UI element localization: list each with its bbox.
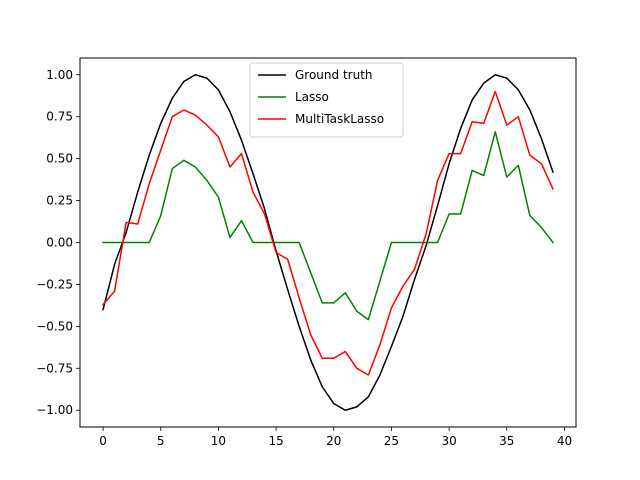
legend-label: MultiTaskLasso: [295, 112, 384, 126]
legend: Ground truth Lasso MultiTaskLasso: [249, 62, 404, 138]
y-tick-label: −1.00: [36, 403, 73, 417]
x-tick-label: 40: [557, 434, 572, 448]
x-tick-label: 5: [157, 434, 165, 448]
x-axis: 0 5 10 15 20 25 30 35 40: [99, 427, 572, 448]
series-line-multitasklasso: [102, 90, 554, 376]
y-tick-label: 0.50: [46, 152, 73, 166]
y-tick-label: −0.25: [36, 277, 73, 291]
x-tick-label: 25: [384, 434, 399, 448]
legend-label: Lasso: [295, 90, 329, 104]
y-tick-label: 1.00: [46, 68, 73, 82]
x-tick-label: 30: [441, 434, 456, 448]
y-tick-label: 0.00: [46, 236, 73, 250]
x-tick-label: 15: [268, 434, 283, 448]
legend-label: Ground truth: [295, 68, 373, 82]
x-tick-label: 10: [211, 434, 226, 448]
x-tick-label: 20: [326, 434, 341, 448]
y-tick-label: 0.75: [46, 110, 73, 124]
y-tick-label: −0.50: [36, 319, 73, 333]
series-line-ground-truth: [102, 74, 554, 411]
y-tick-label: −0.75: [36, 361, 73, 375]
x-tick-label: 35: [499, 434, 514, 448]
series-layer: [102, 74, 554, 411]
legend-frame: [249, 62, 404, 138]
series-line-lasso: [102, 131, 554, 321]
y-tick-label: 0.25: [46, 194, 73, 208]
x-tick-label: 0: [99, 434, 107, 448]
y-axis: −1.00 −0.75 −0.50 −0.25 0.00 0.25 0.50 0.75 1.00: [36, 68, 80, 417]
